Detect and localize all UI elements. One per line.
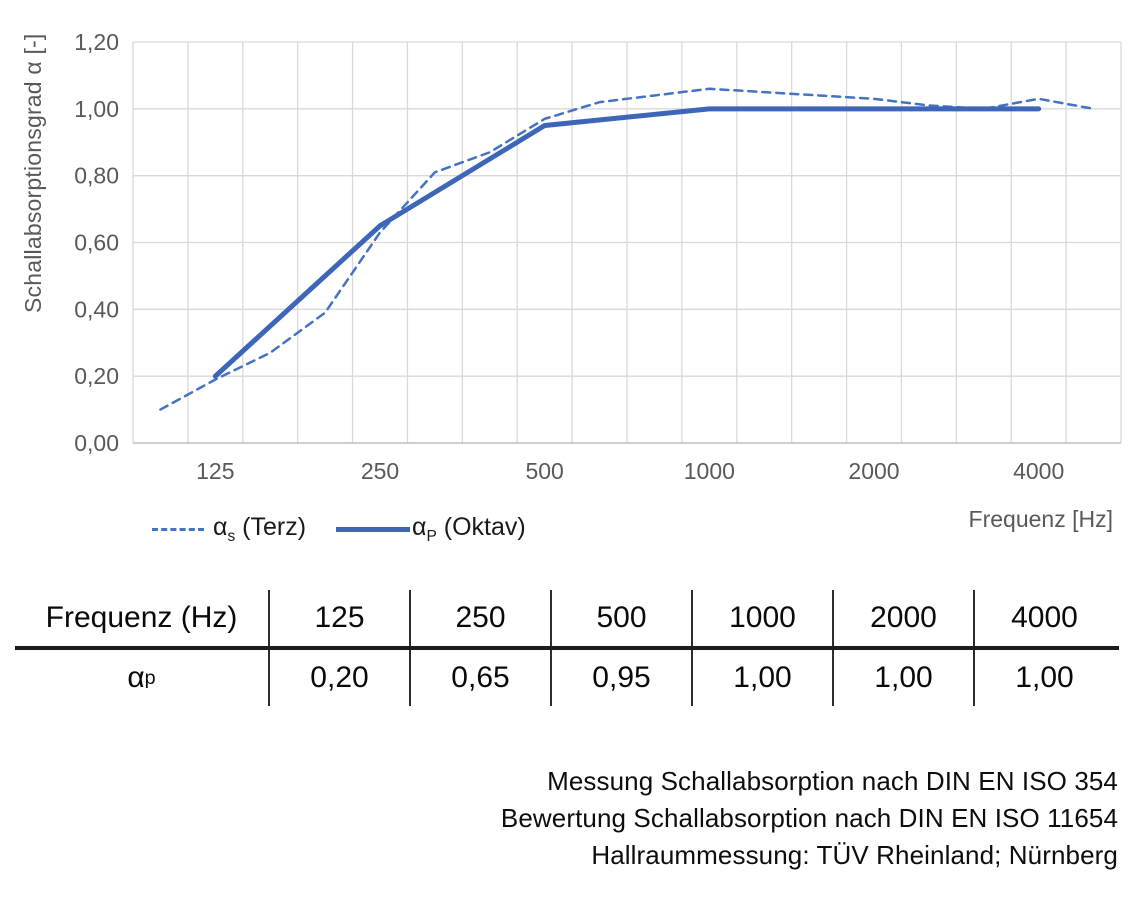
- y-tick-label: 1,20: [74, 29, 119, 55]
- y-tick-label: 0,00: [74, 430, 119, 456]
- y-tick-label: 0,80: [74, 163, 119, 189]
- x-tick-label: 2000: [848, 458, 899, 484]
- table-value-cell: 1,00: [691, 650, 832, 706]
- x-tick-label: 250: [361, 458, 399, 484]
- x-tick-label: 125: [196, 458, 234, 484]
- terz-series-line: [159, 87, 1095, 411]
- legend-item-terz: αs (Terz): [152, 513, 306, 546]
- table-header-cell: 500: [550, 590, 691, 646]
- legend-label-oktav: αP (Oktav): [412, 513, 526, 545]
- absorption-line-chart: 0,00 0,20 0,40 0,60 0,80 1,00 1,20 125 250 500 100…: [74, 29, 1122, 484]
- y-tick-label: 1,00: [74, 96, 119, 122]
- table-value-cell: 0,95: [550, 650, 691, 706]
- table-header-cell: 2000: [832, 590, 973, 646]
- absorption-table: Frequenz (Hz) 125 250 500 1000 2000 4000…: [15, 590, 1119, 706]
- table-value-cell: 1,00: [973, 650, 1114, 706]
- table-header-frequency: Frequenz (Hz): [45, 601, 238, 634]
- oktav-solid-line-icon: [336, 527, 411, 532]
- table-header-cell: 250: [409, 590, 550, 646]
- x-tick-label: 500: [525, 458, 563, 484]
- footer-line: Messung Schallabsorption nach DIN EN ISO…: [547, 766, 1118, 796]
- x-tick-label: 4000: [1013, 458, 1064, 484]
- legend-item-oktav: αP (Oktav): [336, 513, 526, 546]
- chart-legend: αs (Terz) αP (Oktav): [152, 513, 526, 546]
- oktav-series-line: [212, 106, 1042, 379]
- table-value-cell: 0,65: [409, 650, 550, 706]
- x-tick-label: 1000: [684, 458, 735, 484]
- y-tick-label: 0,40: [74, 296, 119, 322]
- table-value-cell: 0,20: [268, 650, 409, 706]
- table-header-cell: 4000: [973, 590, 1114, 646]
- footer-notes: Messung Schallabsorption nach DIN EN ISO…: [501, 763, 1118, 874]
- y-tick-label: 0,60: [74, 230, 119, 256]
- terz-dashed-line-icon: [152, 528, 204, 531]
- table-header-cell: 1000: [691, 590, 832, 646]
- table-value-cell: 1,00: [832, 650, 973, 706]
- footer-line: Bewertung Schallabsorption nach DIN EN I…: [500, 803, 1118, 833]
- y-tick-label: 0,20: [74, 363, 119, 389]
- table-header-row: Frequenz (Hz) 125 250 500 1000 2000 4000: [15, 590, 1119, 650]
- legend-label-terz: αs (Terz): [213, 513, 307, 545]
- table-header-cell: 125: [268, 590, 409, 646]
- x-axis-title: Frequenz [Hz]: [968, 506, 1113, 532]
- footer-line: Hallraummessung: TÜV Rheinland; Nürnberg: [591, 840, 1118, 870]
